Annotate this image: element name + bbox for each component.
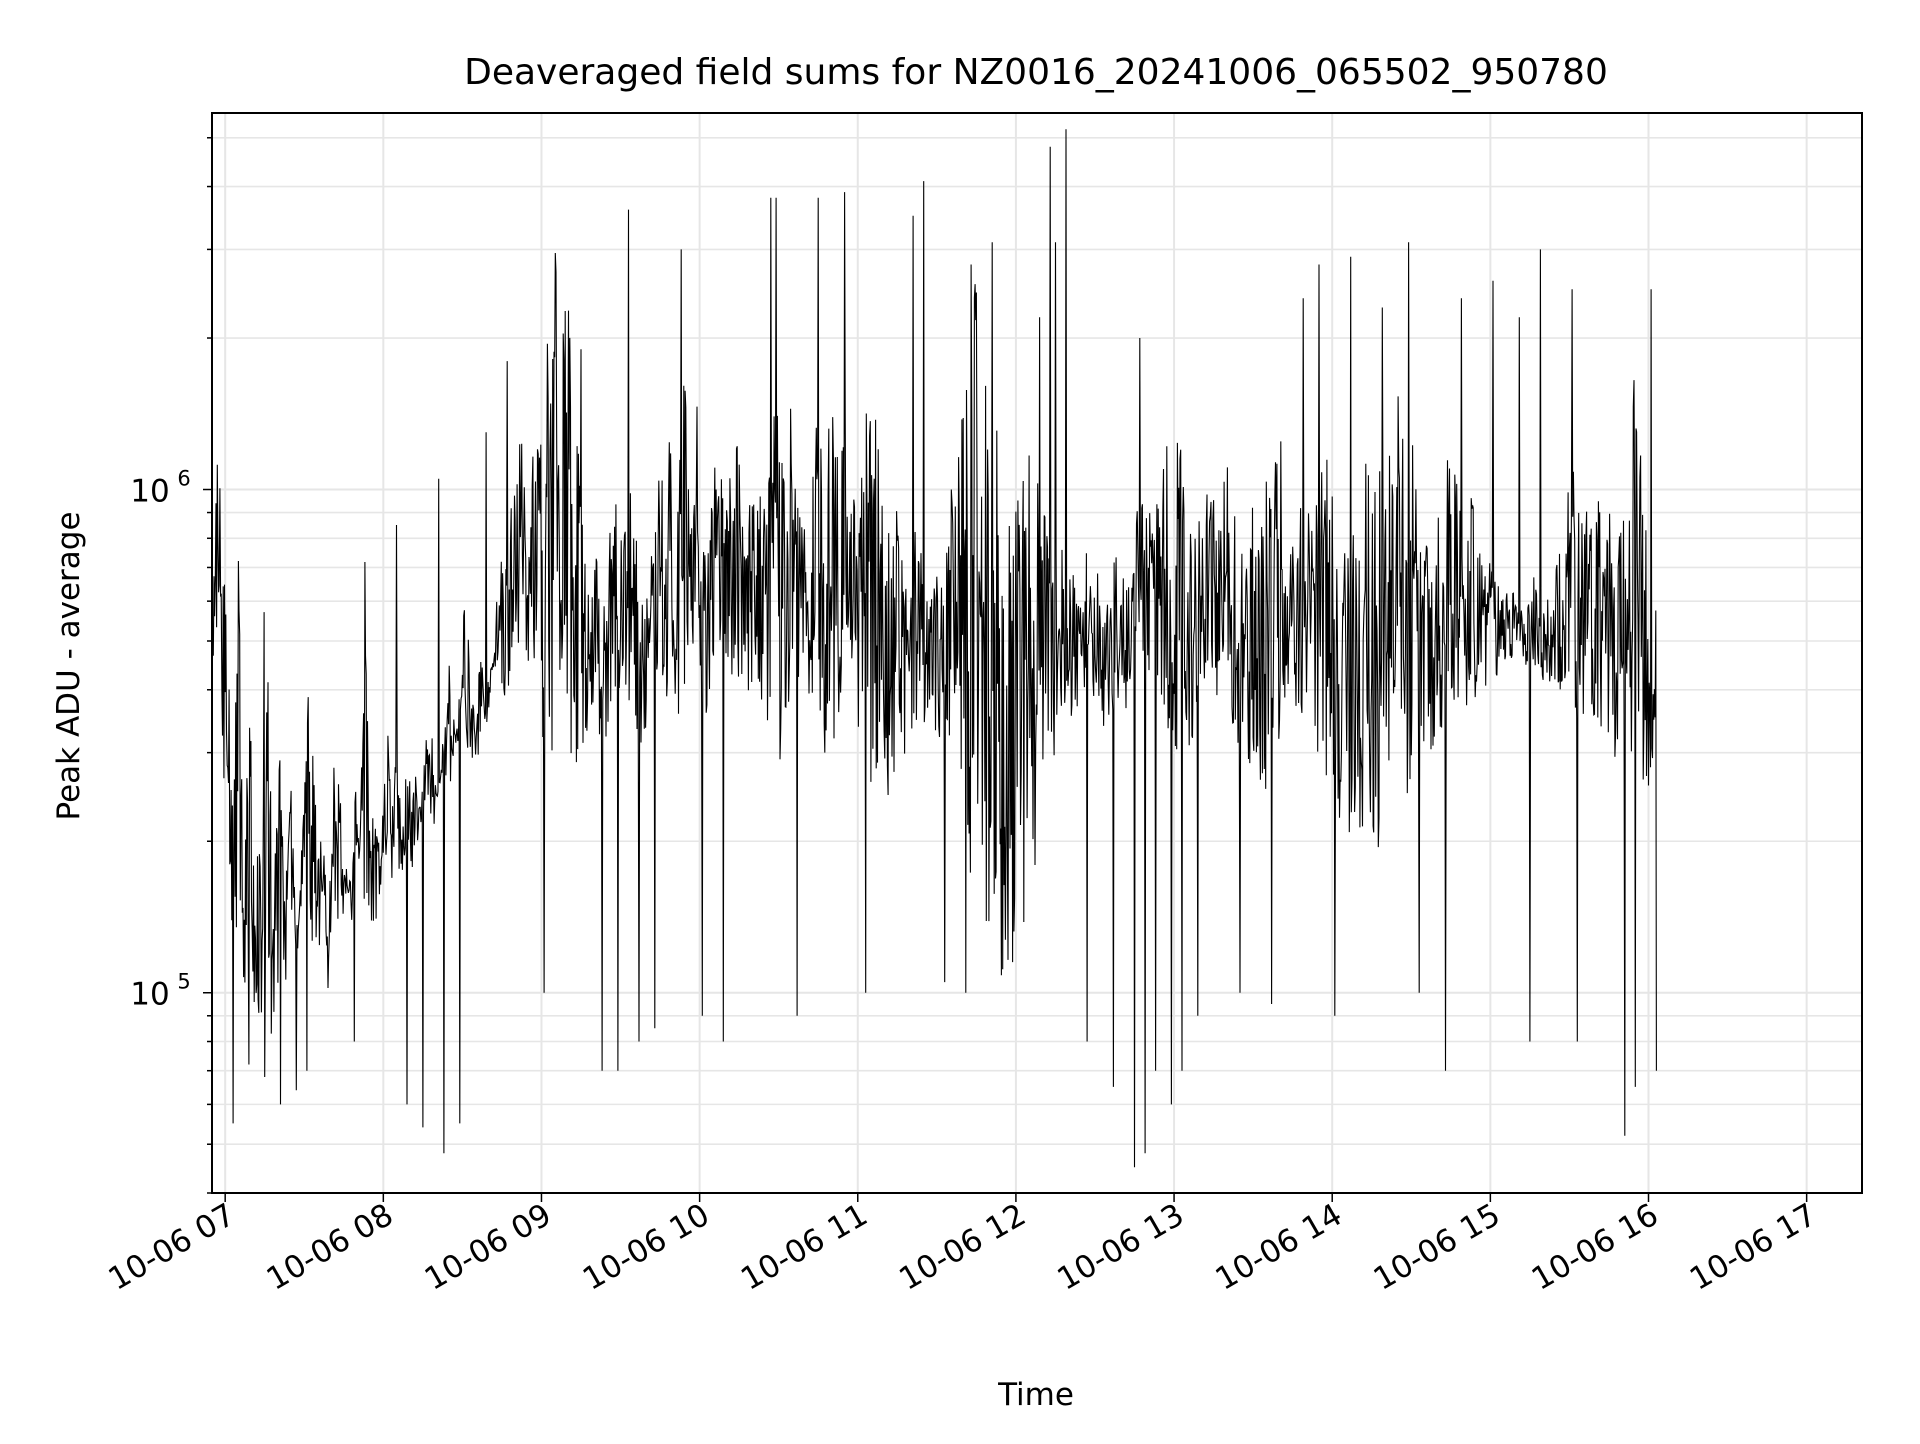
series-layer xyxy=(211,129,1657,1168)
chart-title: Deaveraged field sums for NZ0016_2024100… xyxy=(464,52,1608,93)
series-line xyxy=(211,129,1657,1168)
y-tick-label-exponent: 6 xyxy=(177,467,190,491)
y-tick-label: 10 xyxy=(130,474,169,510)
plot-frame xyxy=(211,112,1863,1194)
y-axis-label: Peak ADU - average xyxy=(51,511,87,820)
y-tick-label-exponent: 5 xyxy=(177,970,190,994)
x-axis-label: Time xyxy=(997,1377,1074,1413)
y-tick-label: 10 xyxy=(130,977,169,1013)
